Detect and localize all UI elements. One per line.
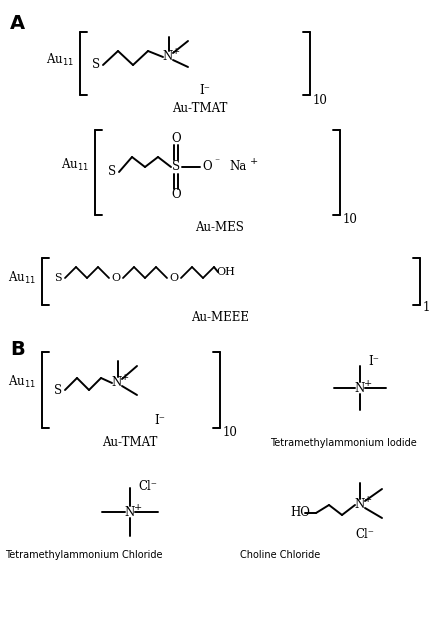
- Text: +: +: [134, 503, 142, 512]
- Text: Tetramethylammonium Chloride: Tetramethylammonium Chloride: [5, 550, 162, 560]
- Text: 10: 10: [222, 426, 237, 440]
- Text: O: O: [169, 273, 178, 283]
- Text: S: S: [92, 59, 100, 71]
- Text: Na: Na: [229, 161, 246, 174]
- Text: Au-TMAT: Au-TMAT: [102, 436, 157, 450]
- Text: O: O: [171, 133, 181, 145]
- Text: Au$_{11}$: Au$_{11}$: [46, 52, 74, 68]
- Text: S: S: [54, 273, 61, 283]
- Text: A: A: [10, 14, 25, 33]
- Text: I⁻: I⁻: [199, 84, 210, 98]
- Text: Tetramethylammonium Iodide: Tetramethylammonium Iodide: [269, 438, 416, 448]
- Text: N: N: [112, 376, 122, 390]
- Text: N: N: [354, 498, 364, 512]
- Text: Au$_{11}$: Au$_{11}$: [8, 374, 36, 390]
- Text: N: N: [163, 50, 173, 64]
- Text: O: O: [202, 161, 211, 174]
- Text: Au-MES: Au-MES: [195, 221, 244, 235]
- Text: S: S: [54, 383, 62, 396]
- Text: +: +: [121, 373, 129, 383]
- Text: B: B: [10, 340, 25, 359]
- Text: Choline Chloride: Choline Chloride: [240, 550, 319, 560]
- Text: +: +: [249, 158, 258, 167]
- Text: O: O: [171, 188, 181, 202]
- Text: +: +: [172, 47, 180, 57]
- Text: +: +: [363, 378, 372, 387]
- Text: N: N: [354, 382, 364, 394]
- Text: S: S: [108, 165, 116, 179]
- Text: HO: HO: [289, 507, 309, 519]
- Text: 10: 10: [312, 94, 327, 107]
- Text: Cl⁻: Cl⁻: [355, 528, 374, 542]
- Text: I⁻: I⁻: [368, 355, 379, 369]
- Text: Au-TMAT: Au-TMAT: [172, 101, 227, 114]
- Text: 10: 10: [342, 214, 357, 226]
- Text: O: O: [111, 273, 120, 283]
- Text: I⁻: I⁻: [154, 413, 165, 426]
- Text: OH: OH: [216, 267, 235, 277]
- Text: Cl⁻: Cl⁻: [138, 480, 157, 494]
- Text: Au$_{11}$: Au$_{11}$: [61, 157, 89, 173]
- Text: S: S: [172, 161, 180, 174]
- Text: 10: 10: [422, 302, 430, 315]
- Text: ⁻: ⁻: [214, 158, 218, 167]
- Text: +: +: [363, 496, 372, 505]
- Text: Au-MEEE: Au-MEEE: [190, 311, 249, 325]
- Text: Au$_{11}$: Au$_{11}$: [8, 270, 36, 286]
- Text: N: N: [125, 505, 135, 519]
